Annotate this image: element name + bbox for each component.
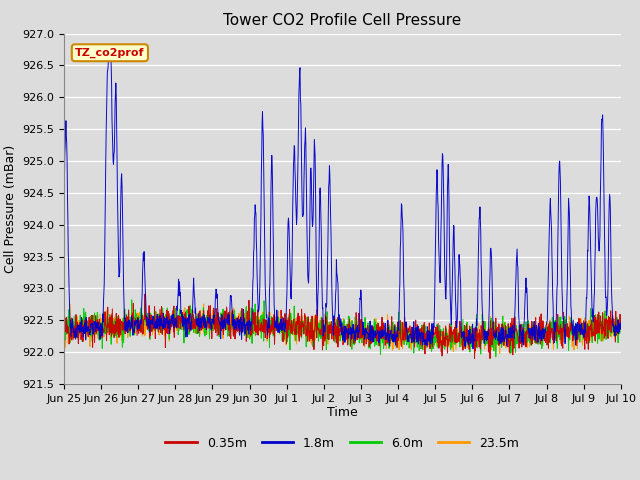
Y-axis label: Cell Pressure (mBar): Cell Pressure (mBar)	[4, 144, 17, 273]
Line: 1.8m: 1.8m	[64, 53, 621, 349]
6.0m	[552, 336, 559, 342]
6.0m	[60, 322, 68, 328]
1.8m	[429, 332, 437, 337]
Text: TZ_co2prof: TZ_co2prof	[75, 48, 145, 58]
0.35m	[552, 321, 559, 327]
Line: 0.35m: 0.35m	[64, 294, 621, 359]
23.5m	[170, 331, 178, 336]
6.0m	[171, 324, 179, 329]
1.8m	[617, 319, 625, 325]
23.5m	[60, 341, 68, 347]
1.8m	[469, 346, 477, 352]
0.35m	[184, 315, 192, 321]
0.35m	[171, 321, 179, 326]
0.35m	[246, 333, 254, 339]
23.5m	[200, 301, 207, 307]
23.5m	[429, 340, 437, 346]
0.35m	[617, 318, 625, 324]
Legend: 0.35m, 1.8m, 6.0m, 23.5m: 0.35m, 1.8m, 6.0m, 23.5m	[161, 432, 524, 455]
23.5m	[617, 326, 625, 332]
23.5m	[552, 330, 559, 336]
Line: 6.0m: 6.0m	[64, 300, 621, 357]
6.0m	[246, 329, 254, 335]
1.8m	[105, 50, 113, 56]
0.35m	[60, 323, 68, 329]
0.35m	[429, 335, 437, 341]
0.35m	[502, 332, 510, 338]
0.35m	[470, 356, 478, 361]
1.8m	[184, 319, 192, 324]
23.5m	[246, 333, 254, 338]
6.0m	[502, 324, 510, 330]
Title: Tower CO2 Profile Cell Pressure: Tower CO2 Profile Cell Pressure	[223, 13, 461, 28]
1.8m	[246, 327, 254, 333]
6.0m	[128, 297, 136, 303]
X-axis label: Time: Time	[327, 407, 358, 420]
23.5m	[184, 318, 191, 324]
Line: 23.5m: 23.5m	[64, 304, 621, 354]
6.0m	[617, 325, 625, 331]
1.8m	[502, 337, 510, 343]
1.8m	[171, 321, 179, 327]
6.0m	[184, 313, 192, 319]
1.8m	[552, 328, 559, 334]
23.5m	[502, 345, 509, 351]
1.8m	[60, 209, 68, 215]
6.0m	[429, 335, 437, 341]
6.0m	[492, 354, 500, 360]
0.35m	[141, 291, 148, 297]
23.5m	[506, 351, 514, 357]
